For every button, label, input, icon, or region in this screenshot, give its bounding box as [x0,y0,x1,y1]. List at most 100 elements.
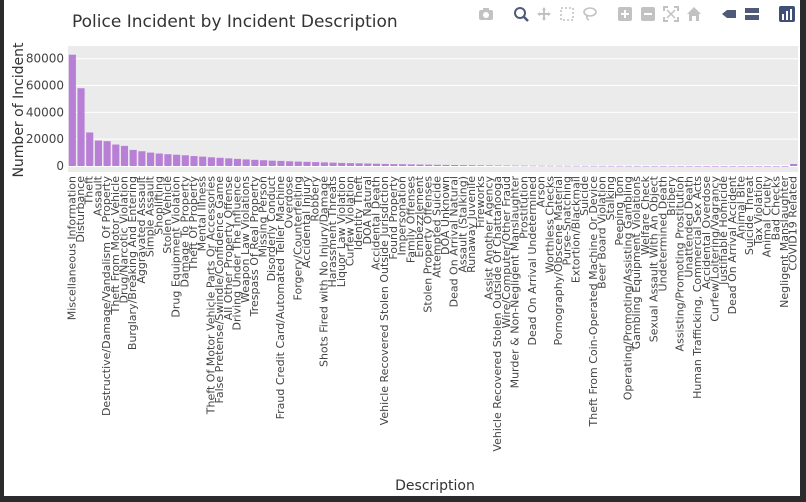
pan-button[interactable] [535,7,552,25]
bar[interactable] [364,163,372,166]
bar[interactable] [494,165,502,166]
bar[interactable] [68,54,76,166]
box-select-button[interactable] [558,7,575,25]
bar[interactable] [755,165,763,167]
bar[interactable] [329,162,337,166]
bar[interactable] [590,165,598,167]
bar[interactable] [546,165,554,167]
bar[interactable] [572,165,580,167]
reset-axes-button[interactable] [685,7,702,25]
bar[interactable] [581,165,589,167]
spike-lines-button[interactable] [720,8,737,25]
bar[interactable] [633,165,641,167]
zoom-button[interactable] [512,7,529,25]
bar[interactable] [112,144,120,166]
camera-button[interactable] [477,8,494,25]
bar[interactable] [737,165,746,167]
bar[interactable] [720,165,728,167]
zoom-out-button[interactable] [639,7,656,25]
bar[interactable] [711,165,720,167]
bar[interactable] [303,161,311,166]
bar[interactable] [746,165,754,167]
bar[interactable] [564,165,572,167]
autoscale-button[interactable] [662,6,679,25]
bar[interactable] [103,141,111,166]
bar[interactable] [598,165,607,167]
bar[interactable] [659,165,667,167]
bar[interactable] [459,165,467,166]
bar[interactable] [555,165,563,167]
bar[interactable] [616,165,624,167]
bar[interactable] [294,161,302,166]
bar[interactable] [181,155,189,166]
bar[interactable] [355,163,363,166]
hover-compare-button[interactable] [743,8,760,25]
bar[interactable] [251,159,259,166]
bar[interactable] [529,165,537,167]
bar[interactable] [216,157,224,166]
bar[interactable] [268,160,276,166]
bar[interactable] [442,164,450,166]
bar[interactable] [520,165,528,167]
bar[interactable] [451,164,459,166]
bar[interactable] [277,160,285,166]
bar[interactable] [433,164,441,166]
bar[interactable] [173,154,181,166]
bar[interactable] [485,165,494,166]
bar[interactable] [624,165,633,167]
bar[interactable] [703,165,711,167]
bar[interactable] [425,164,433,166]
bar[interactable] [399,164,407,166]
bar[interactable] [259,160,268,166]
x-tick-label: Weapon Law Violations [239,176,252,303]
x-tick-label: Driving Under The Influence [230,176,243,331]
bar[interactable] [416,164,424,166]
bar[interactable] [607,165,615,167]
bar[interactable] [129,149,137,166]
bar[interactable] [286,161,294,166]
plotly-logo-button[interactable] [778,6,795,25]
bar[interactable] [685,165,693,167]
plot-area[interactable] [68,46,798,172]
bar[interactable] [668,165,676,167]
bar[interactable] [407,164,415,166]
bar[interactable] [477,165,485,166]
bar[interactable] [320,162,328,166]
bar[interactable] [764,165,772,167]
bar[interactable] [199,156,207,166]
bar[interactable] [338,162,346,166]
bar[interactable] [381,163,389,166]
bar[interactable] [155,153,163,166]
bar[interactable] [511,165,520,167]
bar[interactable] [312,162,320,166]
bar[interactable] [207,157,215,166]
bar[interactable] [94,140,102,166]
bar[interactable] [146,152,155,166]
bar[interactable] [225,158,233,166]
bar[interactable] [503,165,511,167]
bar[interactable] [86,132,94,166]
bar[interactable] [694,165,702,167]
bar[interactable] [642,165,650,167]
bar[interactable] [77,88,85,166]
bar[interactable] [138,151,146,166]
bar[interactable] [120,145,129,166]
bar[interactable] [772,165,780,167]
bar[interactable] [729,165,737,167]
bar[interactable] [190,156,198,166]
bar[interactable] [164,154,172,166]
bar[interactable] [677,165,685,167]
bar[interactable] [538,165,546,167]
zoom-in-icon [617,6,633,26]
zoom-in-button[interactable] [616,6,633,26]
bar[interactable] [233,158,242,166]
bar[interactable] [372,163,381,166]
bar[interactable] [346,163,355,166]
lasso-select-button[interactable] [581,7,598,25]
bar[interactable] [781,165,789,167]
bar[interactable] [390,164,398,166]
bar[interactable] [242,159,250,166]
bar[interactable] [651,165,659,167]
bar[interactable] [790,163,798,166]
bar[interactable] [468,165,476,166]
